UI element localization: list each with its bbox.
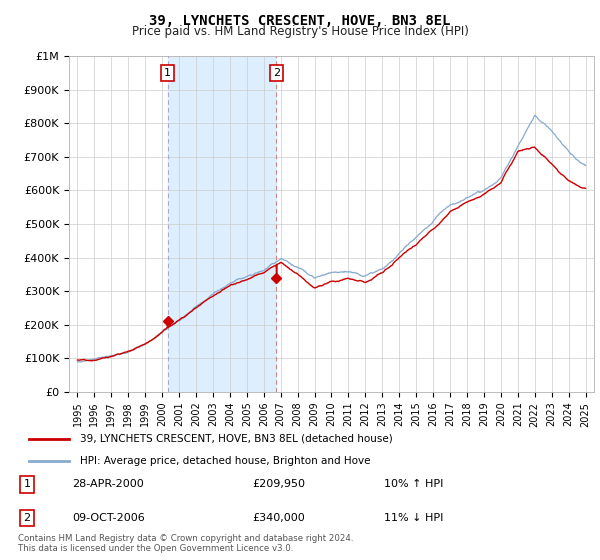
Text: 1: 1 — [164, 68, 171, 78]
Text: 11% ↓ HPI: 11% ↓ HPI — [384, 513, 443, 523]
Text: 1: 1 — [23, 479, 31, 489]
Text: 2: 2 — [23, 513, 31, 523]
Text: 10% ↑ HPI: 10% ↑ HPI — [384, 479, 443, 489]
Text: £209,950: £209,950 — [252, 479, 305, 489]
Bar — [168, 56, 277, 392]
Text: 39, LYNCHETS CRESCENT, HOVE, BN3 8EL: 39, LYNCHETS CRESCENT, HOVE, BN3 8EL — [149, 14, 451, 28]
Text: 2: 2 — [273, 68, 280, 78]
Text: Contains HM Land Registry data © Crown copyright and database right 2024.
This d: Contains HM Land Registry data © Crown c… — [18, 534, 353, 553]
Text: 39, LYNCHETS CRESCENT, HOVE, BN3 8EL (detached house): 39, LYNCHETS CRESCENT, HOVE, BN3 8EL (de… — [80, 434, 393, 444]
Text: 28-APR-2000: 28-APR-2000 — [72, 479, 144, 489]
Text: Price paid vs. HM Land Registry's House Price Index (HPI): Price paid vs. HM Land Registry's House … — [131, 25, 469, 38]
Text: 09-OCT-2006: 09-OCT-2006 — [72, 513, 145, 523]
Text: HPI: Average price, detached house, Brighton and Hove: HPI: Average price, detached house, Brig… — [80, 456, 371, 466]
Text: £340,000: £340,000 — [252, 513, 305, 523]
